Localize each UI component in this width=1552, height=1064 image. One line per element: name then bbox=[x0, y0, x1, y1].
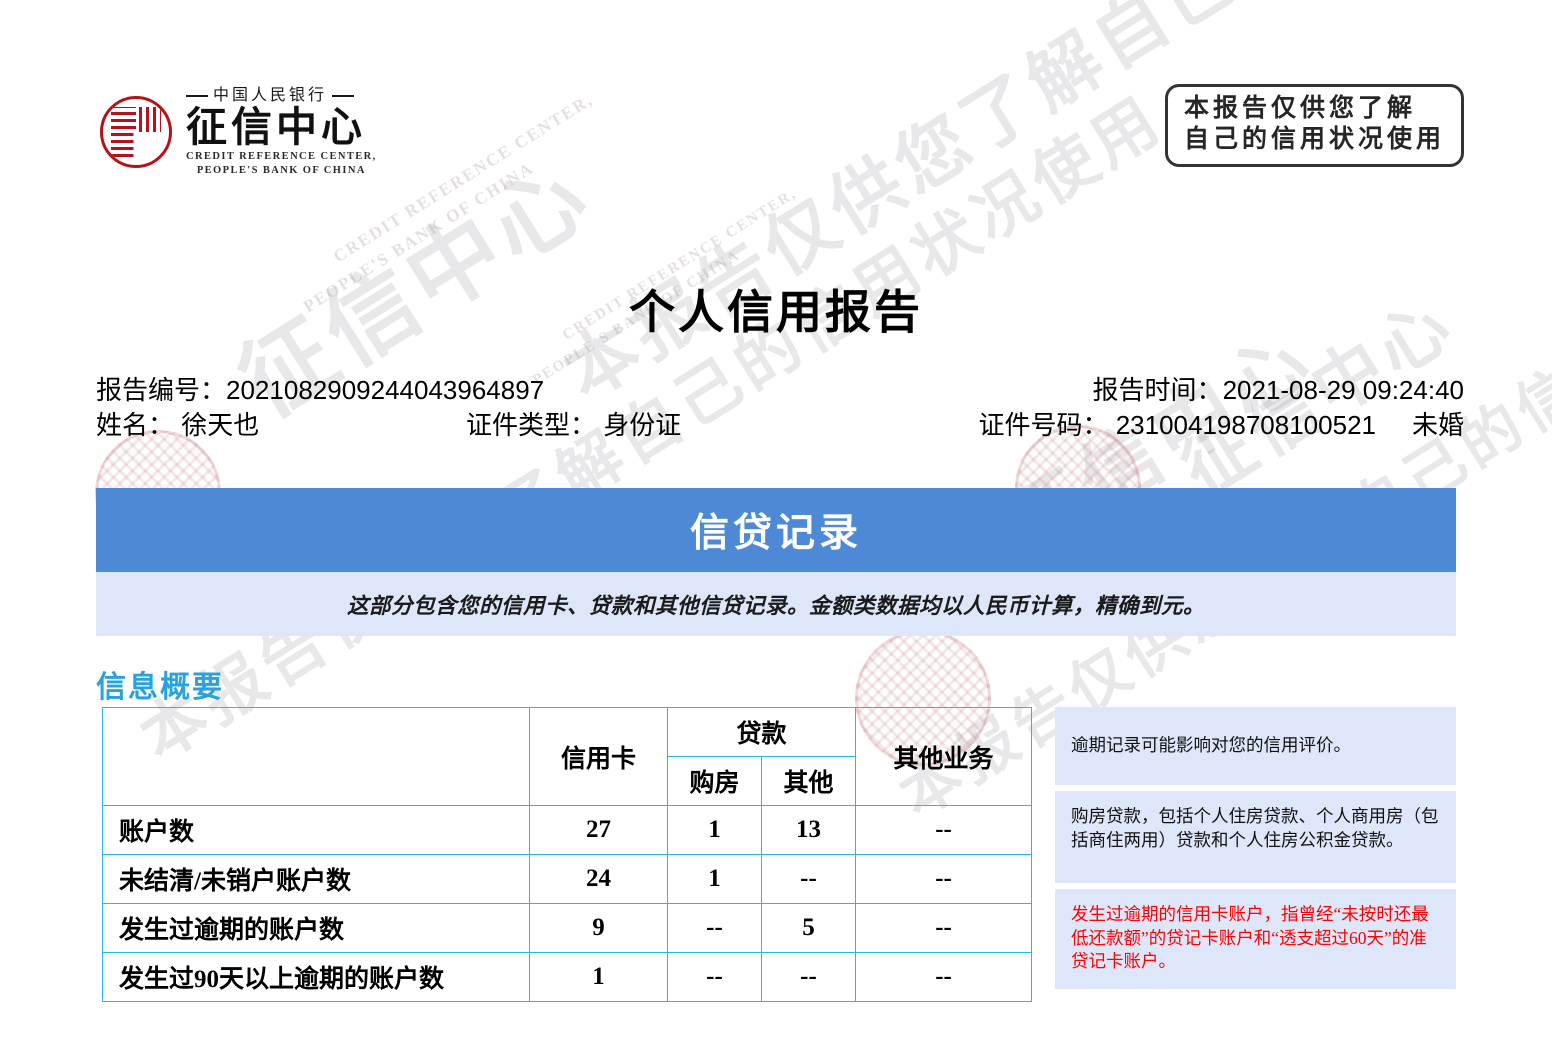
meta-row-1: 报告编号： 2021082909244043964897 报告时间： 2021-… bbox=[96, 373, 1464, 408]
id-type-field: 证件类型： 身份证 bbox=[466, 408, 681, 443]
cell-credit-card: 9 bbox=[529, 903, 668, 953]
header-loan-other: 其他 bbox=[760, 756, 857, 806]
row-label: 账户数 bbox=[102, 805, 530, 855]
report-no-field: 报告编号： 2021082909244043964897 bbox=[96, 373, 932, 408]
page-title: 个人信用报告 bbox=[629, 287, 923, 338]
header-credit-card: 信用卡 bbox=[529, 707, 668, 806]
section-banner: 信贷记录 bbox=[96, 488, 1456, 572]
section-note-text: 这部分包含您的信用卡、贷款和其他信贷记录。金额类数据均以人民币计算，精确到元。 bbox=[346, 593, 1205, 618]
header-loan: 贷款 bbox=[666, 707, 857, 757]
header-loan-house: 购房 bbox=[667, 756, 762, 806]
logo-top-line: 中国人民银行 bbox=[186, 88, 377, 104]
cell-other-business: -- bbox=[855, 854, 1033, 904]
logo-en-line-1: CREDIT REFERENCE CENTER, bbox=[186, 151, 377, 163]
logo-text-block: 中国人民银行 征信中心 CREDIT REFERENCE CENTER, PEO… bbox=[186, 88, 377, 176]
row-label: 发生过逾期的账户数 bbox=[102, 903, 530, 953]
report-no-value: 2021082909244043964897 bbox=[226, 375, 545, 405]
cell-loan-other: -- bbox=[760, 952, 857, 1002]
id-no-field: 证件号码： 231004198708100521 bbox=[978, 408, 1376, 443]
usage-notice-line-1: 本报告仅供您了解 bbox=[1183, 95, 1416, 122]
section-banner-title: 信贷记录 bbox=[689, 512, 862, 555]
id-no-value: 231004198708100521 bbox=[1115, 409, 1376, 440]
information-summary-table: 信用卡 贷款 其他业务 购房 其他 账户数 27 1 13 -- 未结清/未销户… bbox=[102, 707, 1033, 1002]
id-type-label: 证件类型： bbox=[466, 409, 597, 440]
cell-loan-house: 1 bbox=[667, 805, 762, 855]
cell-loan-house: 1 bbox=[667, 854, 762, 904]
side-notes-panel: 逾期记录可能影响对您的信用评价。 购房贷款，包括个人住房贷款、个人商用房（包括商… bbox=[1055, 707, 1456, 995]
logo-rule-right bbox=[332, 95, 355, 97]
name-field: 姓名： 徐天也 bbox=[96, 408, 466, 443]
pboc-credit-center-logo: 中国人民银行 征信中心 CREDIT REFERENCE CENTER, PEO… bbox=[100, 88, 377, 176]
section-note-bar: 这部分包含您的信用卡、贷款和其他信贷记录。金额类数据均以人民币计算，精确到元。 bbox=[96, 572, 1456, 636]
table-header-row-1: 信用卡 贷款 其他业务 bbox=[102, 707, 1033, 806]
usage-notice-line-2: 自己的信用状况使用 bbox=[1183, 125, 1445, 153]
cell-other-business: -- bbox=[855, 805, 1033, 855]
cell-loan-other: 5 bbox=[760, 903, 857, 953]
name-value: 徐天也 bbox=[181, 409, 260, 440]
logo-en-line-2: PEOPLE'S BANK OF CHINA bbox=[196, 164, 366, 176]
cell-loan-house: -- bbox=[667, 952, 762, 1002]
name-label: 姓名： bbox=[96, 409, 175, 440]
logo-rule-left bbox=[186, 95, 208, 97]
table-row: 未结清/未销户账户数 24 1 -- -- bbox=[102, 854, 1033, 904]
id-type-value: 身份证 bbox=[603, 409, 682, 440]
side-note: 发生过逾期的信用卡账户，指曾经“未按时还最低还款额”的贷记卡账户和“透支超过60… bbox=[1055, 889, 1456, 989]
logo-bank-name: 中国人民银行 bbox=[213, 87, 328, 104]
cell-other-business: -- bbox=[855, 952, 1033, 1002]
cell-credit-card: 1 bbox=[529, 952, 668, 1002]
header-other-business: 其他业务 bbox=[855, 707, 1033, 806]
table-row: 发生过90天以上逾期的账户数 1 -- -- -- bbox=[102, 952, 1033, 1002]
identity-fields: 姓名： 徐天也 证件类型： 身份证 bbox=[96, 408, 932, 443]
meta-row-2: 姓名： 徐天也 证件类型： 身份证 证件号码： 2310041987081005… bbox=[96, 408, 1464, 443]
marital-status-value: 未婚 bbox=[1411, 409, 1464, 440]
report-time-field: 报告时间： 2021-08-29 09:24:40 bbox=[932, 373, 1464, 408]
report-meta-block: 报告编号： 2021082909244043964897 报告时间： 2021-… bbox=[96, 373, 1464, 442]
report-no-label: 报告编号： bbox=[96, 375, 227, 405]
pboc-seal-icon bbox=[100, 96, 172, 169]
side-note: 购房贷款，包括个人住房贷款、个人商用房（包括商住两用）贷款和个人住房公积金贷款。 bbox=[1055, 791, 1456, 883]
cell-loan-other: -- bbox=[760, 854, 857, 904]
table-row: 发生过逾期的账户数 9 -- 5 -- bbox=[102, 903, 1033, 953]
row-label: 未结清/未销户账户数 bbox=[102, 854, 530, 904]
report-time-value: 2021-08-29 09:24:40 bbox=[1222, 375, 1464, 405]
cell-credit-card: 27 bbox=[529, 805, 668, 855]
cell-loan-house: -- bbox=[667, 903, 762, 953]
cell-other-business: -- bbox=[855, 903, 1033, 953]
report-time-label: 报告时间： bbox=[1092, 375, 1223, 405]
id-number-fields: 证件号码： 231004198708100521 未婚 bbox=[932, 408, 1464, 443]
subsection-title: 信息概要 bbox=[96, 671, 224, 704]
logo-main-title: 征信中心 bbox=[186, 104, 366, 150]
usage-notice-stamp: 本报告仅供您了解 自己的信用状况使用 bbox=[1164, 84, 1464, 167]
table-row: 账户数 27 1 13 -- bbox=[102, 805, 1033, 855]
cell-loan-other: 13 bbox=[760, 805, 857, 855]
id-no-label: 证件号码： bbox=[978, 409, 1109, 440]
table-corner-cell bbox=[102, 707, 530, 806]
cell-credit-card: 24 bbox=[529, 854, 668, 904]
side-note: 逾期记录可能影响对您的信用评价。 bbox=[1055, 707, 1456, 785]
row-label: 发生过90天以上逾期的账户数 bbox=[102, 952, 530, 1002]
